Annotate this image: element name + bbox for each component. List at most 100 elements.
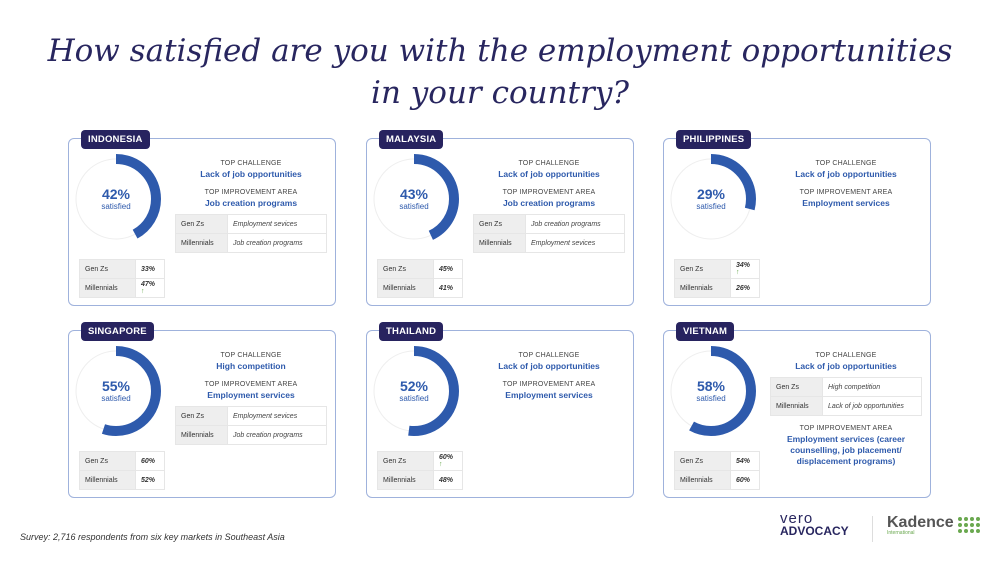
table-row: Millennials 41% [377,278,463,298]
up-arrow-icon: ↑ [141,288,145,295]
satisfaction-donut [666,346,756,436]
donut-label: 42% satisfied [71,186,161,211]
donut-arc [666,154,756,244]
top-challenge-value: High competition [216,361,286,371]
top-improvement-value: Job creation programs [502,198,596,208]
top-improvement-value: Employment services (career counselling,… [786,434,906,466]
table-row: Millennials 48% [377,470,463,490]
country-tag: VIETNAM [676,322,735,341]
table-row: Millennials 52% [79,470,165,490]
donut-arc [71,154,161,244]
millennials-cell: 41% [433,278,463,298]
generation-satisfaction-table: Gen Zs 34% ↑ Millennials 26% [674,259,760,298]
challenge-improvement-panel: TOP CHALLENGE Lack of job opportunities … [768,159,924,217]
top-challenge-value: Lack of job opportunities [795,361,897,371]
satisfied-percent: 43% [399,186,429,202]
millennials-percent: 41% [439,284,454,292]
satisfied-label: satisfied [399,202,429,211]
card-vietnam: VIETNAM 58% satisfied Gen Zs 54% Millenni… [663,322,931,498]
millennials-label: Millennials [473,233,526,253]
top-improvement-label: TOP IMPROVEMENT AREA [502,189,596,196]
gen-z-label: Gen Zs [674,259,731,279]
millennials-percent: 26% [736,284,751,292]
vero-logo-text: vero [780,510,814,527]
country-tag: MALAYSIA [379,130,444,149]
improvement-by-generation-table: Gen Zs Employment sevices Millennials Job … [175,214,327,253]
gen-z-label: Gen Zs [377,451,434,471]
title-line-1: How satisfied are you with the employmen… [47,33,953,69]
table-row: Millennials Job creation programs [175,425,327,445]
millennials-cell: 26% [730,278,760,298]
table-row: Millennials Lack of job opportunities [770,396,922,416]
gen-z-cell: 33% [135,259,165,279]
donut-label: 29% satisfied [666,186,756,211]
table-row: Gen Zs 60% ↑ [377,451,463,471]
table-row: Millennials 60% [674,470,760,490]
gen-z-label: Gen Zs [79,259,136,279]
millennials-value: Employment sevices [525,233,625,253]
donut-label: 58% satisfied [666,378,756,403]
gen-z-label: Gen Zs [79,451,136,471]
donut-arc [666,346,756,436]
gen-z-percent: 54% [736,457,751,465]
top-challenge-label: TOP CHALLENGE [220,160,282,167]
satisfaction-donut [71,346,161,436]
challenge-improvement-panel: TOP CHALLENGE Lack of job opportunities … [173,159,329,261]
gen-z-percent: 34% [736,262,751,269]
improvement-by-generation-table: Gen Zs Employment sevices Millennials Job … [175,406,327,445]
satisfaction-donut [666,154,756,244]
satisfied-label: satisfied [399,394,429,403]
gen-z-cell: 60% [135,451,165,471]
kadence-logo: Kadence International [887,514,954,536]
gen-z-percent: 45% [439,265,454,273]
gen-z-cell: 34% ↑ [730,259,760,279]
millennials-cell: 47% ↑ [135,278,165,298]
improvement-by-generation-table: Gen Zs Job creation programs Millennials E… [473,214,625,253]
satisfied-label: satisfied [101,394,131,403]
satisfied-percent: 42% [101,186,131,202]
top-improvement-label: TOP IMPROVEMENT AREA [799,189,893,196]
country-tag: SINGAPORE [81,322,154,341]
gen-z-label: Gen Zs [175,406,228,426]
millennials-label: Millennials [79,470,136,490]
up-arrow-icon: ↑ [736,269,740,276]
millennials-percent: 48% [439,476,454,484]
survey-footnote: Survey: 2,716 respondents from six key m… [20,532,285,542]
table-row: Millennials Employment sevices [473,233,625,253]
satisfied-label: satisfied [101,202,131,211]
table-row: Gen Zs 34% ↑ [674,259,760,279]
top-challenge-label: TOP CHALLENGE [518,352,580,359]
gen-z-label: Gen Zs [473,214,526,234]
millennials-value: Job creation programs [227,425,327,445]
gen-z-cell: 45% [433,259,463,279]
donut-arc [369,154,459,244]
millennials-cell: 52% [135,470,165,490]
donut-label: 43% satisfied [369,186,459,211]
top-improvement-label: TOP IMPROVEMENT AREA [502,381,596,388]
table-row: Gen Zs 54% [674,451,760,471]
table-row: Millennials 47% ↑ [79,278,165,298]
top-improvement-value: Employment services [802,198,890,208]
satisfied-label: satisfied [696,394,726,403]
millennials-percent: 47% [141,281,156,288]
satisfaction-donut [369,346,459,436]
gen-z-label: Gen Zs [175,214,228,234]
satisfied-percent: 29% [696,186,726,202]
gen-z-label: Gen Zs [377,259,434,279]
gen-z-percent: 60% [439,454,454,461]
millennials-label: Millennials [674,278,731,298]
millennials-label: Millennials [175,425,228,445]
table-row: Gen Zs 33% [79,259,165,279]
generation-satisfaction-table: Gen Zs 60% ↑ Millennials 48% [377,451,463,490]
millennials-label: Millennials [377,470,434,490]
card-philippines: PHILIPPINES 29% satisfied Gen Zs 34% ↑ Mi… [663,130,931,306]
generation-satisfaction-table: Gen Zs 54% Millennials 60% [674,451,760,490]
satisfaction-donut [71,154,161,244]
top-challenge-value: Lack of job opportunities [498,169,600,179]
challenge-improvement-panel: TOP CHALLENGE Lack of job opportunities … [471,159,627,261]
table-row: Gen Zs Job creation programs [473,214,625,234]
millennials-value: Job creation programs [227,233,327,253]
donut-label: 52% satisfied [369,378,459,403]
generation-satisfaction-table: Gen Zs 60% Millennials 52% [79,451,165,490]
top-challenge-label: TOP CHALLENGE [815,160,877,167]
